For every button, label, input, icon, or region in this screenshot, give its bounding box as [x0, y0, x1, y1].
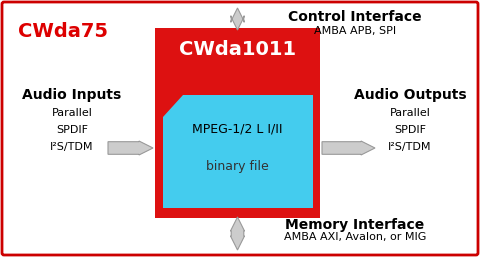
Polygon shape — [322, 141, 375, 155]
Text: Memory Interface: Memory Interface — [286, 218, 425, 232]
Text: Audio Outputs: Audio Outputs — [354, 88, 466, 102]
Text: SPDIF: SPDIF — [394, 125, 426, 135]
Text: Parallel: Parallel — [51, 108, 93, 118]
Polygon shape — [230, 8, 244, 30]
Text: CWda1011: CWda1011 — [179, 40, 296, 59]
Text: AMBA AXI, Avalon, or MIG: AMBA AXI, Avalon, or MIG — [284, 232, 426, 242]
Text: CWda75: CWda75 — [18, 22, 108, 41]
Text: Audio Inputs: Audio Inputs — [23, 88, 121, 102]
Text: I²S/TDM: I²S/TDM — [388, 142, 432, 152]
Text: Control Interface: Control Interface — [288, 10, 422, 24]
Text: AMBA APB, SPI: AMBA APB, SPI — [314, 26, 396, 36]
Bar — [155, 28, 320, 218]
Text: MPEG-1/2 L I/II: MPEG-1/2 L I/II — [192, 122, 283, 135]
Text: I²S/TDM: I²S/TDM — [50, 142, 94, 152]
Polygon shape — [163, 95, 313, 208]
Polygon shape — [230, 217, 244, 250]
FancyBboxPatch shape — [2, 2, 478, 255]
Polygon shape — [108, 141, 153, 155]
Text: binary file: binary file — [206, 160, 269, 173]
Text: SPDIF: SPDIF — [56, 125, 88, 135]
Text: Parallel: Parallel — [390, 108, 431, 118]
